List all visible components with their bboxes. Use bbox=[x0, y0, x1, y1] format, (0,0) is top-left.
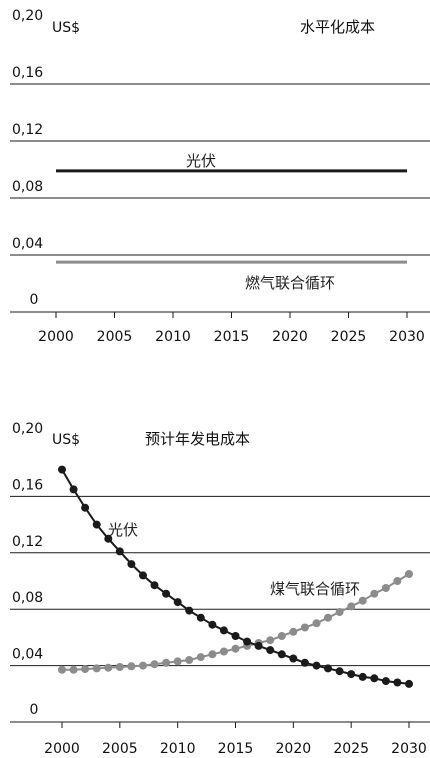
data-point bbox=[335, 608, 344, 616]
data-point bbox=[58, 665, 66, 674]
data-point bbox=[185, 656, 194, 664]
data-point bbox=[254, 641, 263, 650]
data-point bbox=[150, 581, 159, 590]
y-tick-label: 0,16 bbox=[12, 477, 43, 493]
x-tick-label: 2030 bbox=[389, 329, 425, 345]
data-point bbox=[196, 613, 205, 622]
data-point bbox=[150, 660, 159, 669]
x-tick-label: 2010 bbox=[155, 329, 191, 345]
y-tick-label: 0,08 bbox=[12, 590, 43, 606]
y-tick-label: 0,04 bbox=[12, 236, 43, 252]
series-label: 煤气联合循环 bbox=[270, 580, 360, 598]
x-tick-label: 2000 bbox=[44, 741, 80, 757]
data-point bbox=[81, 503, 90, 512]
y-unit-label: US$ bbox=[52, 20, 80, 36]
x-tick-label: 2030 bbox=[391, 741, 427, 757]
data-point bbox=[219, 626, 228, 635]
series-label: 燃气联合循环 bbox=[245, 274, 335, 292]
x-tick-label: 2020 bbox=[272, 329, 308, 345]
data-point bbox=[324, 613, 332, 622]
data-point bbox=[300, 658, 309, 667]
x-tick-label: 2000 bbox=[38, 329, 74, 345]
data-point bbox=[231, 644, 240, 653]
data-point bbox=[127, 560, 136, 569]
data-point bbox=[277, 632, 286, 640]
data-point bbox=[347, 670, 356, 679]
series-label: 光伏 bbox=[186, 152, 216, 170]
data-point bbox=[324, 664, 332, 673]
data-point bbox=[196, 653, 205, 662]
data-point bbox=[243, 637, 252, 646]
series-label: 光伏 bbox=[108, 521, 138, 539]
data-point bbox=[173, 657, 182, 666]
data-point bbox=[370, 674, 379, 683]
data-point bbox=[358, 596, 367, 605]
data-point bbox=[312, 661, 321, 670]
data-point bbox=[127, 662, 136, 671]
chart-panel-1: 0 0,04 0,08 0,12 0,16 0,20 US$ 水平化成本 2000 2005 201… bbox=[10, 8, 430, 345]
x-tick-label: 2005 bbox=[102, 741, 138, 757]
data-point bbox=[405, 679, 413, 688]
y-tick-label: 0,12 bbox=[12, 534, 43, 550]
data-point bbox=[115, 663, 124, 671]
y-tick-label: 0,20 bbox=[12, 421, 43, 437]
data-point bbox=[277, 650, 286, 659]
data-point bbox=[208, 620, 217, 629]
y-tick-label: 0,20 bbox=[12, 8, 43, 24]
data-point bbox=[405, 570, 413, 578]
data-point bbox=[358, 672, 367, 681]
data-point bbox=[185, 606, 194, 615]
y-tick-label: 0,04 bbox=[12, 647, 43, 663]
data-point bbox=[81, 665, 90, 674]
data-point bbox=[92, 664, 101, 673]
data-point bbox=[58, 465, 66, 474]
y-tick-label: 0,16 bbox=[12, 65, 43, 81]
data-point bbox=[115, 547, 124, 556]
data-point bbox=[335, 667, 344, 676]
data-point bbox=[266, 646, 275, 655]
chart-title: 预计年发电成本 bbox=[145, 430, 250, 448]
x-tick-label: 2005 bbox=[97, 329, 133, 345]
x-tick-label: 2020 bbox=[276, 741, 312, 757]
x-tick-label: 2025 bbox=[331, 329, 367, 345]
data-point bbox=[69, 665, 78, 674]
data-point bbox=[231, 632, 240, 640]
data-point bbox=[69, 485, 78, 494]
data-point bbox=[300, 623, 309, 632]
data-point bbox=[347, 602, 356, 611]
y-unit-label: US$ bbox=[52, 432, 80, 448]
data-point bbox=[162, 589, 171, 598]
data-point bbox=[104, 663, 113, 672]
data-point bbox=[208, 650, 217, 659]
y-tick-label: 0,08 bbox=[12, 179, 43, 195]
data-point bbox=[92, 520, 101, 529]
x-tick-label: 2010 bbox=[160, 741, 196, 757]
x-tick-label: 2025 bbox=[333, 741, 369, 757]
chart-title: 水平化成本 bbox=[300, 18, 375, 36]
x-tick-label: 2015 bbox=[218, 741, 254, 757]
y-tick-label: 0 bbox=[30, 702, 39, 718]
data-point bbox=[289, 627, 298, 636]
data-point bbox=[162, 658, 171, 667]
x-tick-label: 2015 bbox=[214, 329, 250, 345]
data-point bbox=[266, 636, 275, 645]
data-point bbox=[381, 584, 390, 592]
data-point bbox=[381, 677, 390, 686]
y-tick-label: 0 bbox=[30, 292, 39, 308]
data-point bbox=[370, 589, 379, 598]
data-point bbox=[393, 577, 402, 585]
data-point bbox=[139, 661, 147, 670]
y-tick-label: 0,12 bbox=[12, 122, 43, 138]
data-point bbox=[312, 619, 321, 628]
data-point bbox=[289, 654, 298, 663]
data-point bbox=[393, 678, 402, 687]
chart-panel-2: 0 0,04 0,08 0,12 0,16 0,20 US$ 预计年发电成本 2000 2005 2… bbox=[10, 421, 430, 757]
data-point bbox=[219, 647, 228, 656]
data-point bbox=[104, 534, 113, 543]
data-point bbox=[173, 598, 182, 607]
data-point bbox=[139, 571, 147, 580]
